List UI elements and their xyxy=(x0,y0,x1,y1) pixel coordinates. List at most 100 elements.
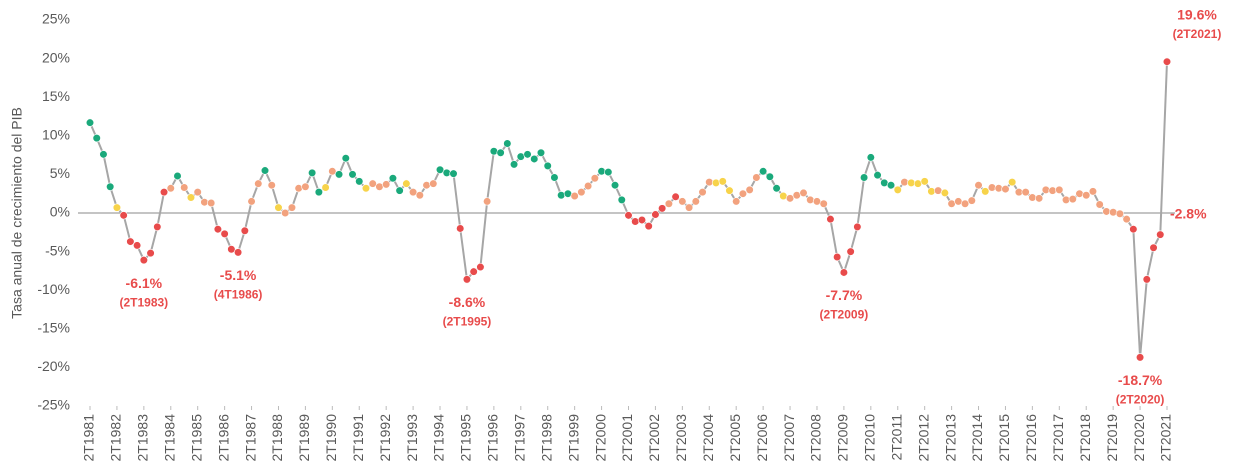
point xyxy=(314,188,323,197)
point xyxy=(139,255,148,265)
point xyxy=(530,154,539,164)
point xyxy=(456,224,465,233)
x-tick-label: 2T2021 xyxy=(1158,414,1174,462)
x-tick-label: 2T1988 xyxy=(269,414,285,462)
point xyxy=(483,197,492,206)
point xyxy=(967,196,976,205)
point xyxy=(334,170,344,179)
point xyxy=(853,222,862,231)
point xyxy=(260,166,270,175)
point xyxy=(577,188,586,197)
point xyxy=(99,150,108,159)
point xyxy=(806,195,815,204)
x-tick-label: 2T2000 xyxy=(592,414,608,462)
point xyxy=(462,275,472,284)
point xyxy=(112,203,122,212)
point xyxy=(691,197,700,206)
point xyxy=(1095,200,1104,209)
point xyxy=(1088,187,1098,196)
point xyxy=(994,184,1003,193)
x-tick-label: 2T1995 xyxy=(458,414,474,462)
point xyxy=(960,199,970,208)
point xyxy=(523,150,532,159)
point xyxy=(294,184,303,193)
point xyxy=(597,167,606,176)
period-label: (2T2021) xyxy=(1173,27,1222,41)
point xyxy=(1156,230,1165,239)
y-tick-label: 10% xyxy=(42,127,70,143)
y-tick-label: -25% xyxy=(37,397,70,413)
point xyxy=(133,241,142,250)
point xyxy=(631,217,640,226)
point xyxy=(711,178,721,187)
point xyxy=(658,204,667,213)
data-label: -7.7% xyxy=(826,287,863,303)
point xyxy=(1142,275,1151,284)
point xyxy=(274,203,283,212)
point xyxy=(119,211,128,220)
point xyxy=(920,177,929,186)
point xyxy=(765,172,774,181)
point xyxy=(267,181,276,190)
point xyxy=(1075,189,1084,198)
point xyxy=(543,161,552,171)
point xyxy=(1068,195,1077,204)
point xyxy=(489,147,498,156)
x-tick-label: 2T1985 xyxy=(188,414,204,462)
point xyxy=(651,210,660,219)
point xyxy=(893,185,902,194)
point xyxy=(1149,243,1158,252)
x-tick-label: 2T2020 xyxy=(1131,414,1147,462)
data-label: -6.1% xyxy=(126,275,163,291)
period-label: (2T2009) xyxy=(820,308,869,322)
period-label: (2T1995) xyxy=(443,315,492,329)
point xyxy=(1135,353,1145,362)
y-axis-label: Tasa anual de crecimiento del PIB xyxy=(9,107,25,319)
period-label: (4T1986) xyxy=(214,288,263,302)
y-tick-label: -10% xyxy=(37,281,70,297)
point xyxy=(435,165,445,174)
point xyxy=(981,187,990,196)
point xyxy=(826,215,835,224)
point xyxy=(698,188,707,197)
point xyxy=(1001,184,1010,194)
y-tick-label: 25% xyxy=(42,11,70,27)
y-tick-label: 20% xyxy=(42,49,70,65)
point xyxy=(321,183,330,192)
point xyxy=(617,195,626,204)
point xyxy=(846,247,855,256)
point xyxy=(1115,209,1124,218)
x-tick-label: 2T2017 xyxy=(1050,414,1066,462)
point xyxy=(382,180,391,189)
point xyxy=(106,182,115,191)
x-tick-label: 2T1989 xyxy=(296,414,312,462)
x-tick-label: 2T1993 xyxy=(404,414,420,462)
period-label: (2T1983) xyxy=(119,295,168,309)
x-tick-label: 2T2005 xyxy=(727,414,743,462)
point xyxy=(449,169,458,178)
point xyxy=(738,189,748,198)
point xyxy=(839,268,849,277)
point xyxy=(927,187,936,196)
point xyxy=(409,188,418,197)
point xyxy=(220,229,229,238)
point xyxy=(900,178,909,187)
point xyxy=(1082,191,1091,200)
point xyxy=(153,222,162,231)
point xyxy=(361,184,371,193)
point xyxy=(637,215,647,225)
point xyxy=(1129,225,1138,234)
point xyxy=(557,191,566,200)
x-tick-label: 2T1983 xyxy=(135,414,151,462)
point xyxy=(859,173,869,182)
point xyxy=(328,167,337,176)
period-label: (2T2020) xyxy=(1116,393,1165,407)
point xyxy=(1048,186,1057,195)
x-tick-label: 2T2003 xyxy=(673,414,689,462)
point xyxy=(496,148,505,157)
x-tick-label: 2T2014 xyxy=(969,414,985,462)
point xyxy=(550,173,559,182)
point xyxy=(1035,194,1044,203)
point xyxy=(207,198,216,208)
x-tick-label: 2T2008 xyxy=(808,414,824,462)
